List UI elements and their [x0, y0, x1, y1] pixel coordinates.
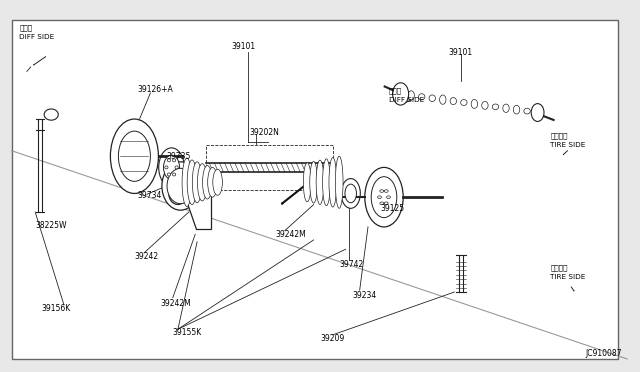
Text: 39242M: 39242M — [275, 230, 306, 239]
Text: 39101: 39101 — [231, 42, 255, 51]
Ellipse shape — [513, 105, 520, 114]
Ellipse shape — [207, 167, 217, 197]
Text: 39735: 39735 — [166, 152, 191, 161]
Text: 39156K: 39156K — [42, 304, 71, 313]
Ellipse shape — [202, 166, 212, 199]
Ellipse shape — [303, 163, 311, 202]
Ellipse shape — [378, 196, 381, 198]
Ellipse shape — [323, 159, 330, 206]
Ellipse shape — [173, 159, 175, 162]
Ellipse shape — [175, 166, 178, 169]
Ellipse shape — [471, 99, 477, 108]
Ellipse shape — [162, 162, 199, 210]
Ellipse shape — [164, 155, 179, 179]
Text: 39126+A: 39126+A — [138, 85, 173, 94]
Ellipse shape — [168, 173, 170, 176]
Text: デフ側: デフ側 — [19, 25, 33, 31]
Ellipse shape — [429, 95, 435, 102]
Ellipse shape — [461, 100, 467, 106]
Ellipse shape — [365, 167, 403, 227]
Ellipse shape — [408, 91, 414, 100]
Text: 39742: 39742 — [339, 260, 364, 269]
Ellipse shape — [492, 104, 499, 110]
Text: TIRE SIDE: TIRE SIDE — [550, 274, 586, 280]
Text: DIFF SIDE: DIFF SIDE — [389, 97, 424, 103]
Ellipse shape — [440, 95, 446, 104]
Ellipse shape — [111, 119, 159, 193]
Text: 39101: 39101 — [448, 48, 472, 57]
Text: JC910087: JC910087 — [586, 349, 622, 358]
Ellipse shape — [173, 173, 175, 176]
Ellipse shape — [503, 104, 509, 112]
Polygon shape — [179, 180, 211, 229]
Text: 39234: 39234 — [352, 291, 376, 300]
Ellipse shape — [192, 162, 202, 203]
Text: タイヤ側: タイヤ側 — [550, 132, 568, 139]
Text: 38225W: 38225W — [35, 221, 67, 230]
Ellipse shape — [387, 196, 390, 198]
Ellipse shape — [371, 177, 397, 218]
Ellipse shape — [168, 159, 170, 162]
Ellipse shape — [534, 109, 541, 116]
Ellipse shape — [384, 190, 388, 192]
Text: DIFF SIDE: DIFF SIDE — [19, 34, 54, 40]
Ellipse shape — [159, 148, 184, 187]
Text: 39734: 39734 — [138, 191, 162, 200]
Ellipse shape — [482, 102, 488, 109]
Ellipse shape — [212, 169, 223, 195]
Ellipse shape — [118, 131, 150, 182]
FancyBboxPatch shape — [12, 20, 618, 359]
Ellipse shape — [531, 103, 544, 121]
Ellipse shape — [167, 168, 194, 204]
Ellipse shape — [397, 90, 404, 98]
Ellipse shape — [524, 108, 531, 114]
Ellipse shape — [182, 158, 192, 206]
Ellipse shape — [380, 190, 384, 192]
Ellipse shape — [329, 158, 337, 207]
Text: 39242: 39242 — [134, 252, 159, 261]
Ellipse shape — [310, 161, 317, 203]
Ellipse shape — [384, 202, 388, 205]
Ellipse shape — [393, 83, 409, 105]
Text: 39209: 39209 — [320, 334, 344, 343]
Text: TIRE SIDE: TIRE SIDE — [550, 142, 586, 148]
Text: デフ側: デフ側 — [389, 88, 403, 94]
Text: タイヤ側: タイヤ側 — [550, 264, 568, 271]
Ellipse shape — [419, 94, 425, 100]
Text: 39155K: 39155K — [173, 328, 202, 337]
Ellipse shape — [335, 156, 343, 208]
Ellipse shape — [316, 160, 324, 204]
Text: 39202N: 39202N — [250, 128, 280, 137]
Ellipse shape — [341, 179, 360, 208]
Ellipse shape — [450, 97, 456, 105]
Ellipse shape — [345, 184, 356, 203]
Ellipse shape — [187, 160, 197, 205]
Ellipse shape — [380, 202, 384, 205]
Ellipse shape — [165, 166, 168, 169]
Text: 39125: 39125 — [381, 204, 405, 213]
Ellipse shape — [197, 164, 207, 201]
Text: 39242M: 39242M — [160, 299, 191, 308]
